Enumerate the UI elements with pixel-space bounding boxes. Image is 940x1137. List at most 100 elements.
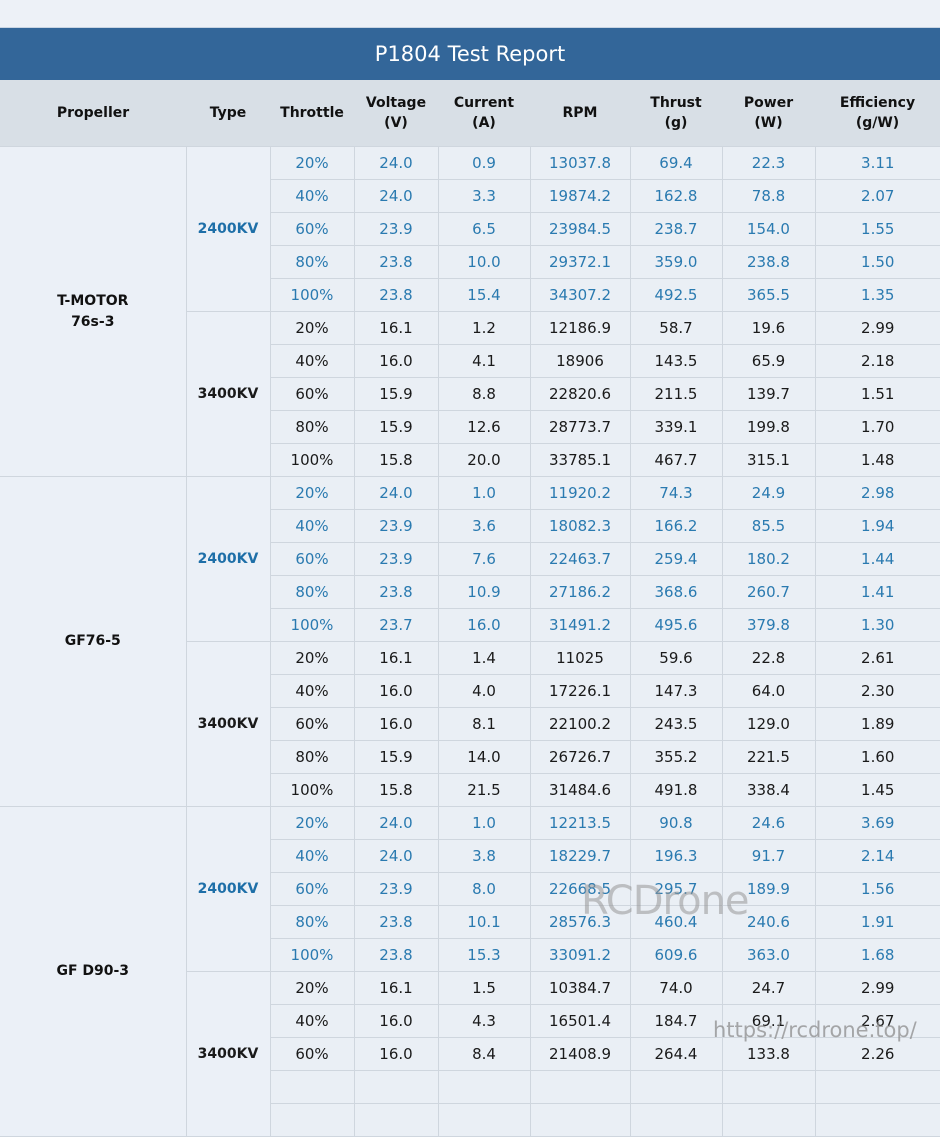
efficiency-cell: 1.44 (814, 542, 940, 576)
rpm-cell: 18229.7 (529, 839, 631, 873)
column-header: Power (W) (722, 80, 815, 147)
table-row: 80% 23.8 10.1 28576.3 460.4 240.6 1.91 (0, 905, 940, 939)
throttle-cell: 80% (269, 905, 355, 939)
voltage-cell: 16.0 (353, 707, 439, 741)
table-row: 60% 15.9 8.8 22820.6 211.5 139.7 1.51 (0, 377, 940, 411)
table-row: GF D90-3 2400KV 20% 24.0 1.0 12213.5 90.8 24.6 3… (0, 806, 940, 1137)
propeller-name: GF D90-3 (56, 963, 130, 979)
column-header-unit: (W) (754, 115, 783, 131)
thrust-cell: 368.6 (629, 575, 723, 609)
current-cell: 4.1 (437, 344, 531, 378)
efficiency-cell: 2.67 (814, 1004, 940, 1038)
thrust-cell: 69.4 (629, 146, 723, 180)
propeller-model: 76s-3 (71, 313, 115, 330)
column-header-unit: (V) (384, 115, 408, 131)
current-cell: 20.0 (437, 443, 531, 477)
thrust-cell: 196.3 (629, 839, 723, 873)
power-cell: 64.0 (721, 674, 816, 708)
voltage-cell: 16.0 (353, 674, 439, 708)
top-strip (0, 0, 940, 28)
table-row: 80% 23.8 10.0 29372.1 359.0 238.8 1.50 (0, 245, 940, 279)
efficiency-cell: 1.68 (814, 938, 940, 972)
throttle-cell: 80% (269, 410, 355, 444)
throttle-cell: 40% (269, 1004, 355, 1038)
motor-type-cell: 2400KV (185, 146, 271, 312)
current-cell: 15.3 (437, 938, 531, 972)
thrust-cell: 243.5 (629, 707, 723, 741)
voltage-cell: 24.0 (353, 179, 439, 213)
current-cell: 21.5 (437, 773, 531, 807)
throttle-cell: 80% (269, 740, 355, 774)
throttle-cell: 100% (269, 938, 355, 972)
voltage-cell: 15.9 (353, 410, 439, 444)
column-header: Throttle (270, 80, 354, 147)
efficiency-cell: 3.11 (814, 146, 940, 180)
voltage-cell: 16.1 (353, 971, 439, 1005)
current-cell: 8.8 (437, 377, 531, 411)
rpm-cell: 29372.1 (529, 245, 631, 279)
report-title-bar: P1804 Test Report (0, 28, 940, 80)
throttle-cell: 20% (269, 971, 355, 1005)
throttle-cell: 40% (269, 344, 355, 378)
rpm-cell: 33785.1 (529, 443, 631, 477)
efficiency-cell: 1.56 (814, 872, 940, 906)
motor-type-cell: 3400KV (185, 971, 271, 1137)
throttle-cell: 60% (269, 1037, 355, 1071)
rpm-cell: 18906 (529, 344, 631, 378)
voltage-cell: 15.8 (353, 773, 439, 807)
table-row: 60% 16.0 8.1 22100.2 243.5 129.0 1.89 (0, 707, 940, 741)
power-cell: 65.9 (721, 344, 816, 378)
thrust-cell: 58.7 (629, 311, 723, 345)
efficiency-cell: 1.45 (814, 773, 940, 807)
table-row: 100% 23.7 16.0 31491.2 495.6 379.8 1.30 (0, 608, 940, 642)
column-header-label: Current (453, 95, 515, 111)
table-row: 80% 15.9 14.0 26726.7 355.2 221.5 1.60 (0, 740, 940, 774)
current-cell: 4.0 (437, 674, 531, 708)
current-cell: 8.1 (437, 707, 531, 741)
power-cell: 78.8 (721, 179, 816, 213)
voltage-cell: 23.8 (353, 905, 439, 939)
voltage-cell: 24.0 (353, 806, 439, 840)
current-cell: 1.0 (437, 806, 531, 840)
current-cell: 3.3 (437, 179, 531, 213)
table-row: 40% 23.9 3.6 18082.3 166.2 85.5 1.94 (0, 509, 940, 543)
power-cell: 129.0 (721, 707, 816, 741)
rpm-cell: 18082.3 (529, 509, 631, 543)
efficiency-cell (814, 1070, 940, 1104)
thrust-cell: 162.8 (629, 179, 723, 213)
efficiency-cell: 1.50 (814, 245, 940, 279)
rpm-cell: 28773.7 (529, 410, 631, 444)
rpm-cell: 27186.2 (529, 575, 631, 609)
rpm-cell: 23984.5 (529, 212, 631, 246)
voltage-cell: 23.8 (353, 575, 439, 609)
power-cell: 24.6 (721, 806, 816, 840)
table-body: T-MOTOR 76s-3 2400KV 20% 24.0 0.9 13037.8 69.4 2… (0, 146, 940, 1137)
table-row: 100% 23.8 15.4 34307.2 492.5 365.5 1.35 (0, 278, 940, 312)
throttle-cell: 60% (269, 377, 355, 411)
motor-type-cell: 3400KV (185, 311, 271, 477)
voltage-cell: 15.9 (353, 377, 439, 411)
voltage-cell: 23.9 (353, 542, 439, 576)
voltage-cell (353, 1103, 439, 1137)
column-header-label: Propeller (56, 105, 130, 121)
column-header-label: Voltage (365, 95, 427, 111)
table-row: 100% 23.8 15.3 33091.2 609.6 363.0 1.68 (0, 938, 940, 972)
efficiency-cell: 1.60 (814, 740, 940, 774)
current-cell: 16.0 (437, 608, 531, 642)
current-cell: 0.9 (437, 146, 531, 180)
column-header-label: Efficiency (839, 95, 916, 111)
current-cell: 10.0 (437, 245, 531, 279)
efficiency-cell: 2.26 (814, 1037, 940, 1071)
power-cell (721, 1070, 816, 1104)
power-cell: 379.8 (721, 608, 816, 642)
table-header: Propeller Type Throttle Voltage (V) Current (A… (0, 80, 940, 147)
rpm-cell (529, 1103, 631, 1137)
current-cell: 3.8 (437, 839, 531, 873)
thrust-cell (629, 1103, 723, 1137)
voltage-cell: 23.8 (353, 278, 439, 312)
thrust-cell: 609.6 (629, 938, 723, 972)
column-header: Thrust (g) (630, 80, 722, 147)
current-cell: 8.0 (437, 872, 531, 906)
efficiency-cell: 3.69 (814, 806, 940, 840)
column-header: Propeller (0, 80, 186, 147)
